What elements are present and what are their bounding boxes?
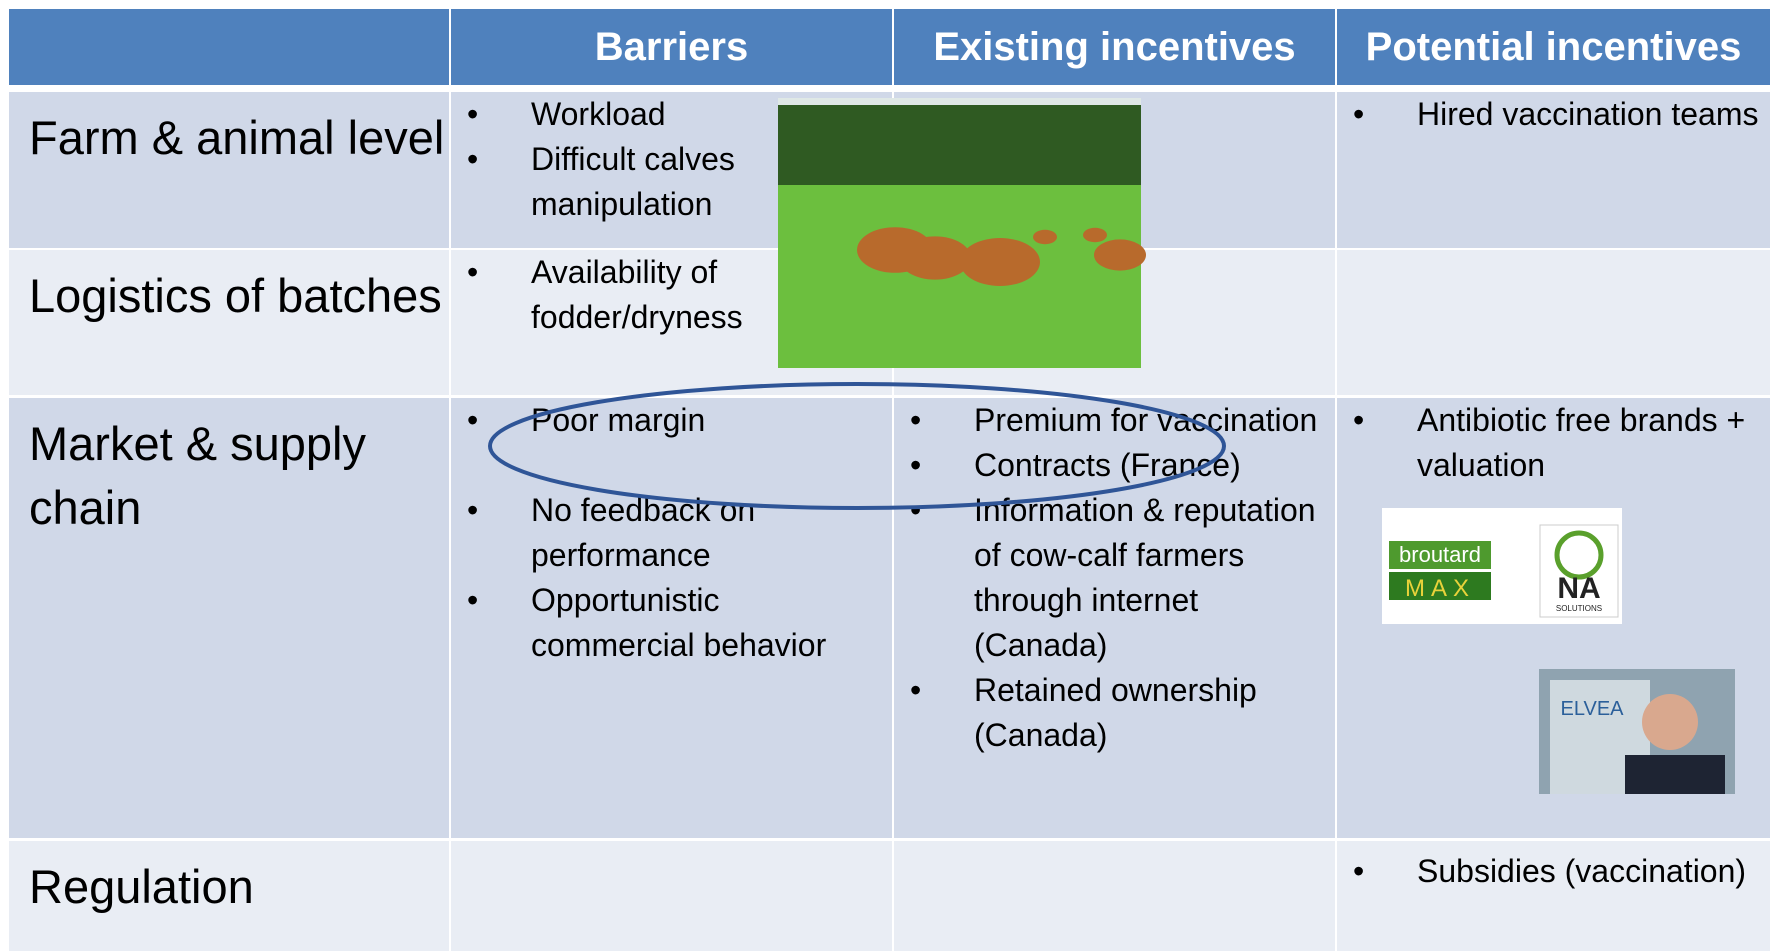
row-label: Logistics of batches bbox=[9, 250, 449, 395]
photo-grass bbox=[778, 185, 1141, 368]
bullet-item: Information & reputation of cow-calf far… bbox=[894, 488, 1325, 668]
table-cell: Subsidies (vaccination) bbox=[1337, 841, 1770, 951]
header-cell: Barriers bbox=[451, 9, 892, 85]
bullet-list: Hired vaccination teams bbox=[1337, 92, 1760, 137]
row-label: Market & supply chain bbox=[9, 398, 449, 838]
bullet-list: Antibiotic free brands + valuation bbox=[1337, 398, 1760, 488]
bullet-item: Difficult calves manipulation bbox=[451, 137, 781, 227]
bullet-list: Poor marginNo feedback on performanceOpp… bbox=[451, 398, 882, 668]
logo2-text: SOLUTIONS bbox=[1556, 604, 1602, 613]
logo2-ring bbox=[1554, 530, 1604, 580]
person-body bbox=[1625, 755, 1725, 794]
bullet-item: Opportunistic commercial behavior bbox=[451, 578, 882, 668]
row-label: Regulation bbox=[9, 841, 449, 951]
bullet-item: Contracts (France) bbox=[894, 443, 1325, 488]
cow bbox=[1033, 229, 1057, 245]
photo-text: ELVEA bbox=[1561, 698, 1625, 720]
cow bbox=[1083, 227, 1107, 243]
highlight-circle bbox=[488, 382, 1226, 510]
bullet-item: Hired vaccination teams bbox=[1337, 92, 1760, 137]
bullet-item: No feedback on performance bbox=[451, 488, 882, 578]
table-cell: Hired vaccination teams bbox=[1337, 92, 1770, 248]
bullet-list: WorkloadDifficult calves manipulation bbox=[451, 92, 781, 227]
logo2-box bbox=[1539, 524, 1619, 618]
bullet-item: Availability of fodder/dryness bbox=[451, 250, 781, 340]
bullet-item: Antibiotic free brands + valuation bbox=[1337, 398, 1760, 488]
logo1-top bbox=[1389, 541, 1491, 569]
row-label: Farm & animal level bbox=[9, 92, 449, 248]
header-cell: Potential incentives bbox=[1337, 9, 1770, 85]
photo-trees bbox=[778, 105, 1141, 190]
table-cell: Premium for vaccinationContracts (France… bbox=[894, 398, 1335, 838]
header-cell bbox=[9, 9, 449, 85]
header-cell: Existing incentives bbox=[894, 9, 1335, 85]
cow bbox=[1094, 239, 1146, 271]
person-head bbox=[1642, 694, 1698, 750]
bullet-item: Workload bbox=[451, 92, 781, 137]
bullet-item: Retained ownership (Canada) bbox=[894, 668, 1325, 758]
logo1-text: MAX bbox=[1405, 575, 1475, 602]
table-cell bbox=[894, 841, 1335, 951]
cow bbox=[899, 236, 971, 280]
bullet-list: Availability of fodder/dryness bbox=[451, 250, 781, 340]
table-cell bbox=[1337, 250, 1770, 395]
table-cell bbox=[451, 841, 892, 951]
logo1-bottom bbox=[1389, 572, 1491, 600]
logo2-text: NA bbox=[1557, 572, 1600, 605]
bullet-item: Subsidies (vaccination) bbox=[1337, 849, 1760, 894]
bullet-list: Subsidies (vaccination) bbox=[1337, 849, 1760, 894]
cow bbox=[960, 238, 1040, 286]
logo1-text: broutard bbox=[1399, 542, 1481, 567]
